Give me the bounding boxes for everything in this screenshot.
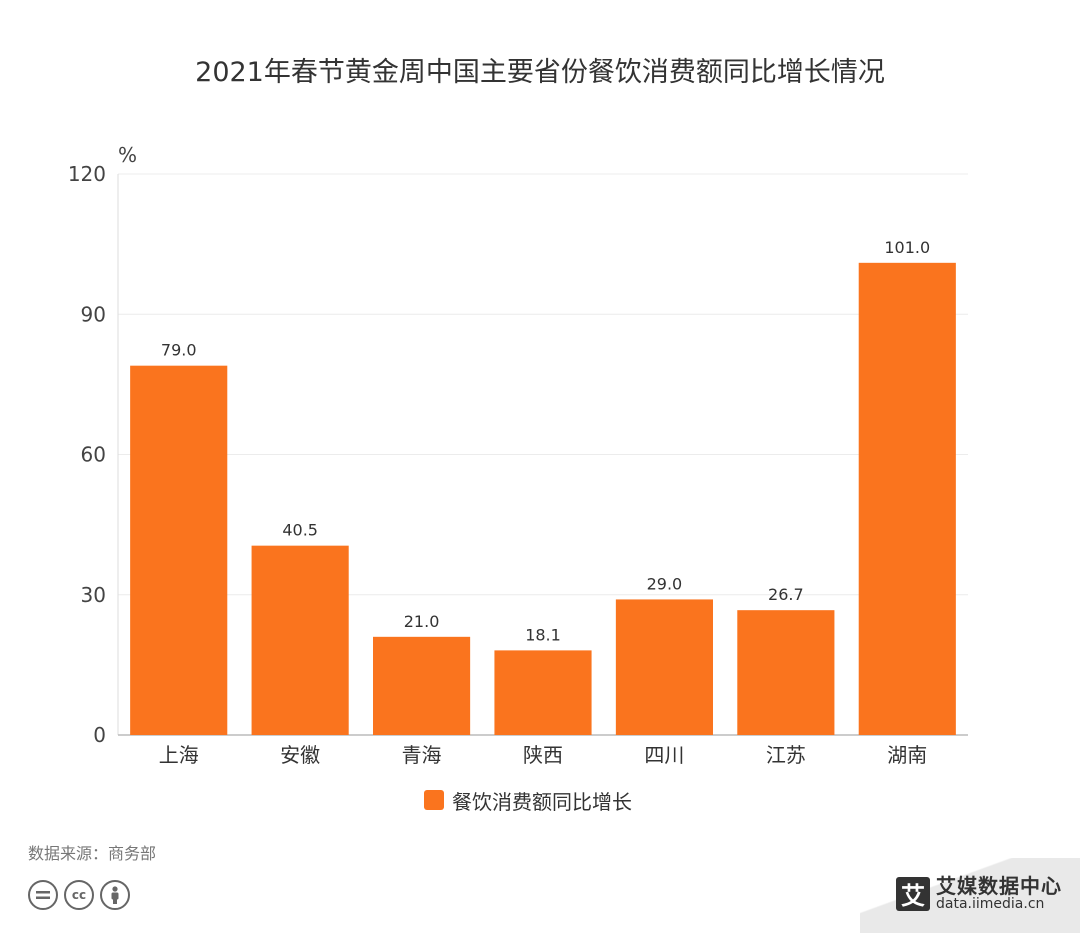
legend: 餐饮消费额同比增长 [424, 787, 632, 814]
bar [737, 610, 835, 735]
bar [858, 262, 956, 735]
brand-mark-icon: 艾 [896, 876, 930, 911]
legend-swatch [424, 790, 444, 810]
brand-logo: 艾 艾媒数据中心 data.iimedia.cn [896, 876, 1062, 912]
x-tick-label: 陕西 [523, 743, 563, 767]
x-tick-label: 上海 [159, 743, 199, 767]
y-tick-label: 60 [81, 443, 106, 467]
bar-value-label: 29.0 [647, 574, 683, 593]
bar-value-label: 79.0 [161, 341, 197, 360]
bar-value-label: 26.7 [768, 585, 804, 604]
source-note: 数据来源：商务部 [28, 844, 157, 863]
license-icons: cc [28, 880, 130, 910]
bar-chart: 0 30 60 90 120% 79.0 上海 40.5 安徽 21.0 青海 18.1 陕西 29.0 四… [68, 143, 968, 767]
x-tick-label: 安徽 [280, 743, 320, 767]
bar-value-label: 18.1 [525, 625, 561, 644]
cc-icon: cc [64, 880, 94, 910]
y-axis-unit: % [118, 143, 137, 167]
x-tick-label: 湖南 [887, 743, 927, 767]
equals-icon [28, 880, 58, 910]
y-tick-label: 120 [68, 162, 106, 186]
legend-label: 餐饮消费额同比增长 [452, 789, 632, 814]
bar [494, 650, 592, 735]
chart-title: 2021年春节黄金周中国主要省份餐饮消费额同比增长情况 [195, 57, 885, 88]
y-tick-label: 30 [81, 583, 106, 607]
y-tick-label: 0 [93, 723, 106, 747]
x-tick-label: 青海 [402, 743, 442, 767]
x-tick-label: 江苏 [766, 743, 806, 767]
bar [615, 599, 713, 735]
bar-value-label: 21.0 [404, 612, 440, 631]
bar-value-label: 101.0 [884, 238, 930, 257]
brand-url: data.iimedia.cn [936, 896, 1045, 912]
x-tick-label: 四川 [644, 743, 684, 767]
bar [251, 545, 349, 735]
y-tick-label: 90 [81, 302, 106, 326]
brand-name: 艾媒数据中心 [936, 874, 1062, 898]
bar [130, 365, 228, 735]
bar-value-label: 40.5 [282, 521, 318, 540]
person-icon [100, 880, 130, 910]
bar [373, 636, 471, 735]
